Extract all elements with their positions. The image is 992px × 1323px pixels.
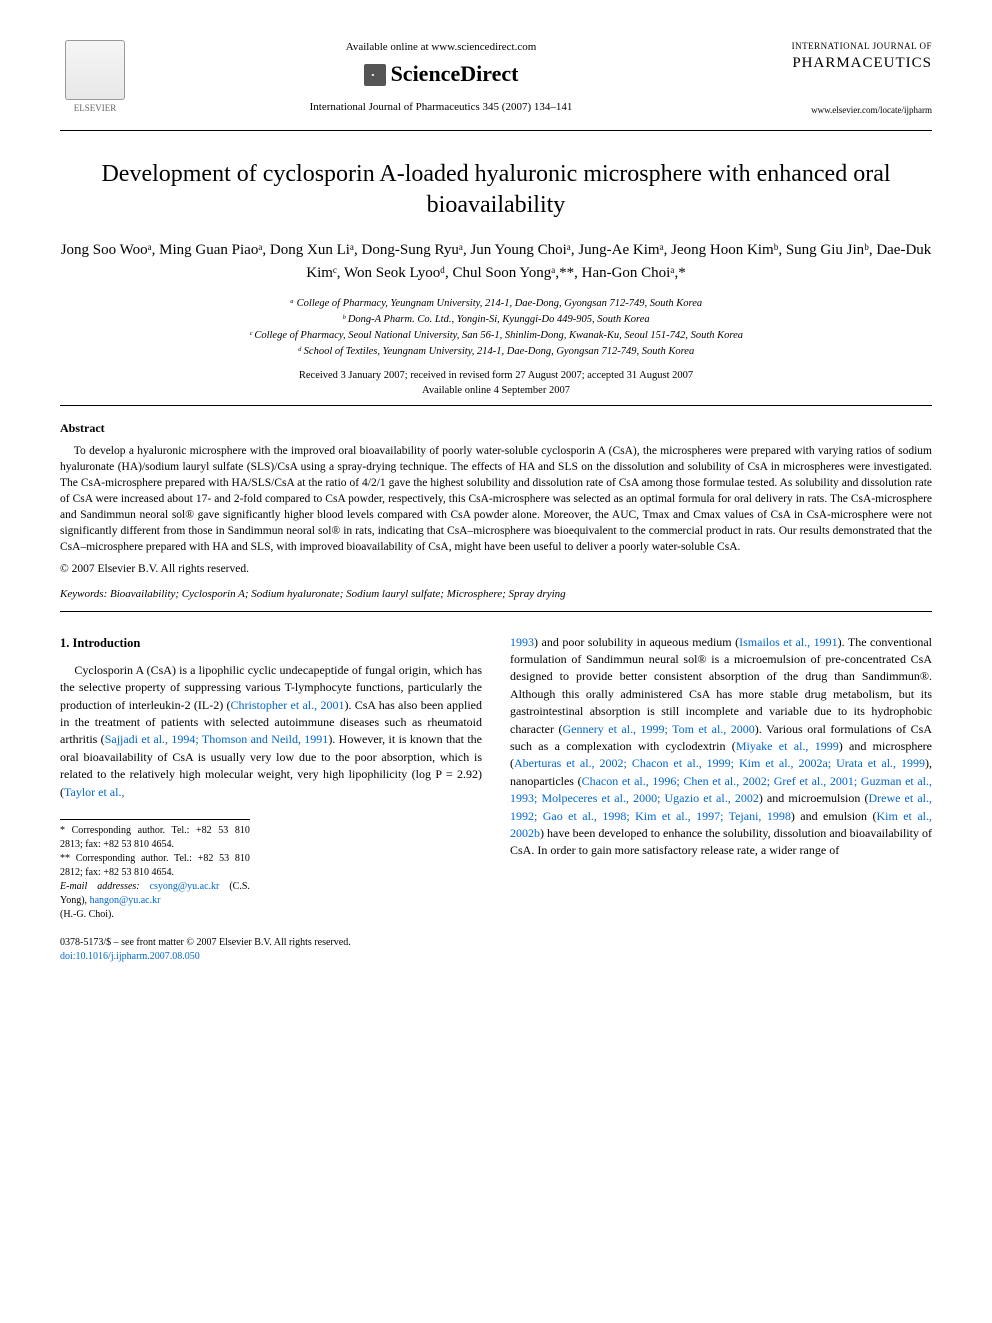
email-link[interactable]: hangon@yu.ac.kr: [90, 895, 161, 906]
divider-top: [60, 130, 932, 131]
affiliation-c: ᶜ College of Pharmacy, Seoul National Un…: [60, 328, 932, 344]
email-link[interactable]: csyong@yu.ac.kr: [150, 881, 220, 892]
journal-reference: International Journal of Pharmaceutics 3…: [130, 100, 752, 115]
email-addresses: E-mail addresses: csyong@yu.ac.kr (C.S. …: [60, 880, 250, 922]
available-online-line: Available online at www.sciencedirect.co…: [130, 40, 752, 55]
body-columns: 1. Introduction Cyclosporin A (CsA) is a…: [60, 634, 932, 922]
journal-box: INTERNATIONAL JOURNAL OF PHARMACEUTICS w…: [752, 40, 932, 116]
citation-link[interactable]: Gennery et al., 1999; Tom et al., 2000: [562, 722, 754, 736]
intro-paragraph-left: Cyclosporin A (CsA) is a lipophilic cycl…: [60, 662, 482, 801]
journal-name-large: PHARMACEUTICS: [752, 53, 932, 74]
elsevier-tree-icon: [65, 40, 125, 100]
publisher-name: ELSEVIER: [74, 102, 117, 115]
affiliations: ᵃ College of Pharmacy, Yeungnam Universi…: [60, 296, 932, 359]
journal-name-small: INTERNATIONAL JOURNAL OF: [752, 40, 932, 53]
author-list: Jong Soo Wooᵃ, Ming Guan Piaoᵃ, Dong Xun…: [60, 239, 932, 284]
front-matter-line: 0378-5173/$ – see front matter © 2007 El…: [60, 936, 932, 950]
header-center: Available online at www.sciencedirect.co…: [130, 40, 752, 116]
journal-url: www.elsevier.com/locate/ijpharm: [752, 104, 932, 117]
keywords-text: Bioavailability; Cyclosporin A; Sodium h…: [107, 588, 565, 600]
citation-link[interactable]: Taylor et al.,: [64, 785, 124, 799]
abstract-heading: Abstract: [60, 420, 932, 437]
keywords-line: Keywords: Bioavailability; Cyclosporin A…: [60, 587, 932, 602]
footnotes: * Corresponding author. Tel.: +82 53 810…: [60, 819, 250, 922]
doi-line: doi:10.1016/j.ijpharm.2007.08.050: [60, 950, 932, 964]
sciencedirect-brand: ScienceDirect: [130, 59, 752, 90]
sciencedirect-icon: [364, 64, 386, 86]
affiliation-b: ᵇ Dong-A Pharm. Co. Ltd., Yongin-Si, Kyu…: [60, 312, 932, 328]
online-date: Available online 4 September 2007: [60, 384, 932, 399]
citation-link[interactable]: Aberturas et al., 2002; Chacon et al., 1…: [514, 756, 925, 770]
doi-link[interactable]: doi:10.1016/j.ijpharm.2007.08.050: [60, 951, 200, 962]
intro-heading: 1. Introduction: [60, 634, 482, 652]
right-column: 1993) and poor solubility in aqueous med…: [510, 634, 932, 922]
article-dates: Received 3 January 2007; received in rev…: [60, 369, 932, 398]
citation-link[interactable]: Christopher et al., 2001: [231, 698, 345, 712]
abstract-text: To develop a hyaluronic microsphere with…: [60, 443, 932, 556]
sciencedirect-label: ScienceDirect: [391, 59, 519, 90]
affiliation-a: ᵃ College of Pharmacy, Yeungnam Universi…: [60, 296, 932, 312]
corresponding-author-2: ** Corresponding author. Tel.: +82 53 81…: [60, 852, 250, 880]
citation-link[interactable]: 1993: [510, 635, 534, 649]
citation-link[interactable]: Sajjadi et al., 1994; Thomson and Neild,…: [105, 732, 329, 746]
left-column: 1. Introduction Cyclosporin A (CsA) is a…: [60, 634, 482, 922]
citation-link[interactable]: Miyake et al., 1999: [736, 739, 839, 753]
footer: 0378-5173/$ – see front matter © 2007 El…: [60, 936, 932, 964]
affiliation-d: ᵈ School of Textiles, Yeungnam Universit…: [60, 344, 932, 360]
article-title: Development of cyclosporin A-loaded hyal…: [60, 159, 932, 221]
page-header: ELSEVIER Available online at www.science…: [60, 40, 932, 120]
divider-pre-abstract: [60, 405, 932, 406]
abstract-body: To develop a hyaluronic microsphere with…: [60, 443, 932, 556]
divider-post-keywords: [60, 611, 932, 612]
elsevier-logo: ELSEVIER: [60, 40, 130, 120]
citation-link[interactable]: Ismailos et al., 1991: [739, 635, 837, 649]
keywords-label: Keywords:: [60, 588, 107, 600]
intro-paragraph-right: 1993) and poor solubility in aqueous med…: [510, 634, 932, 860]
corresponding-author-1: * Corresponding author. Tel.: +82 53 810…: [60, 824, 250, 852]
abstract-copyright: © 2007 Elsevier B.V. All rights reserved…: [60, 561, 932, 577]
received-date: Received 3 January 2007; received in rev…: [60, 369, 932, 384]
